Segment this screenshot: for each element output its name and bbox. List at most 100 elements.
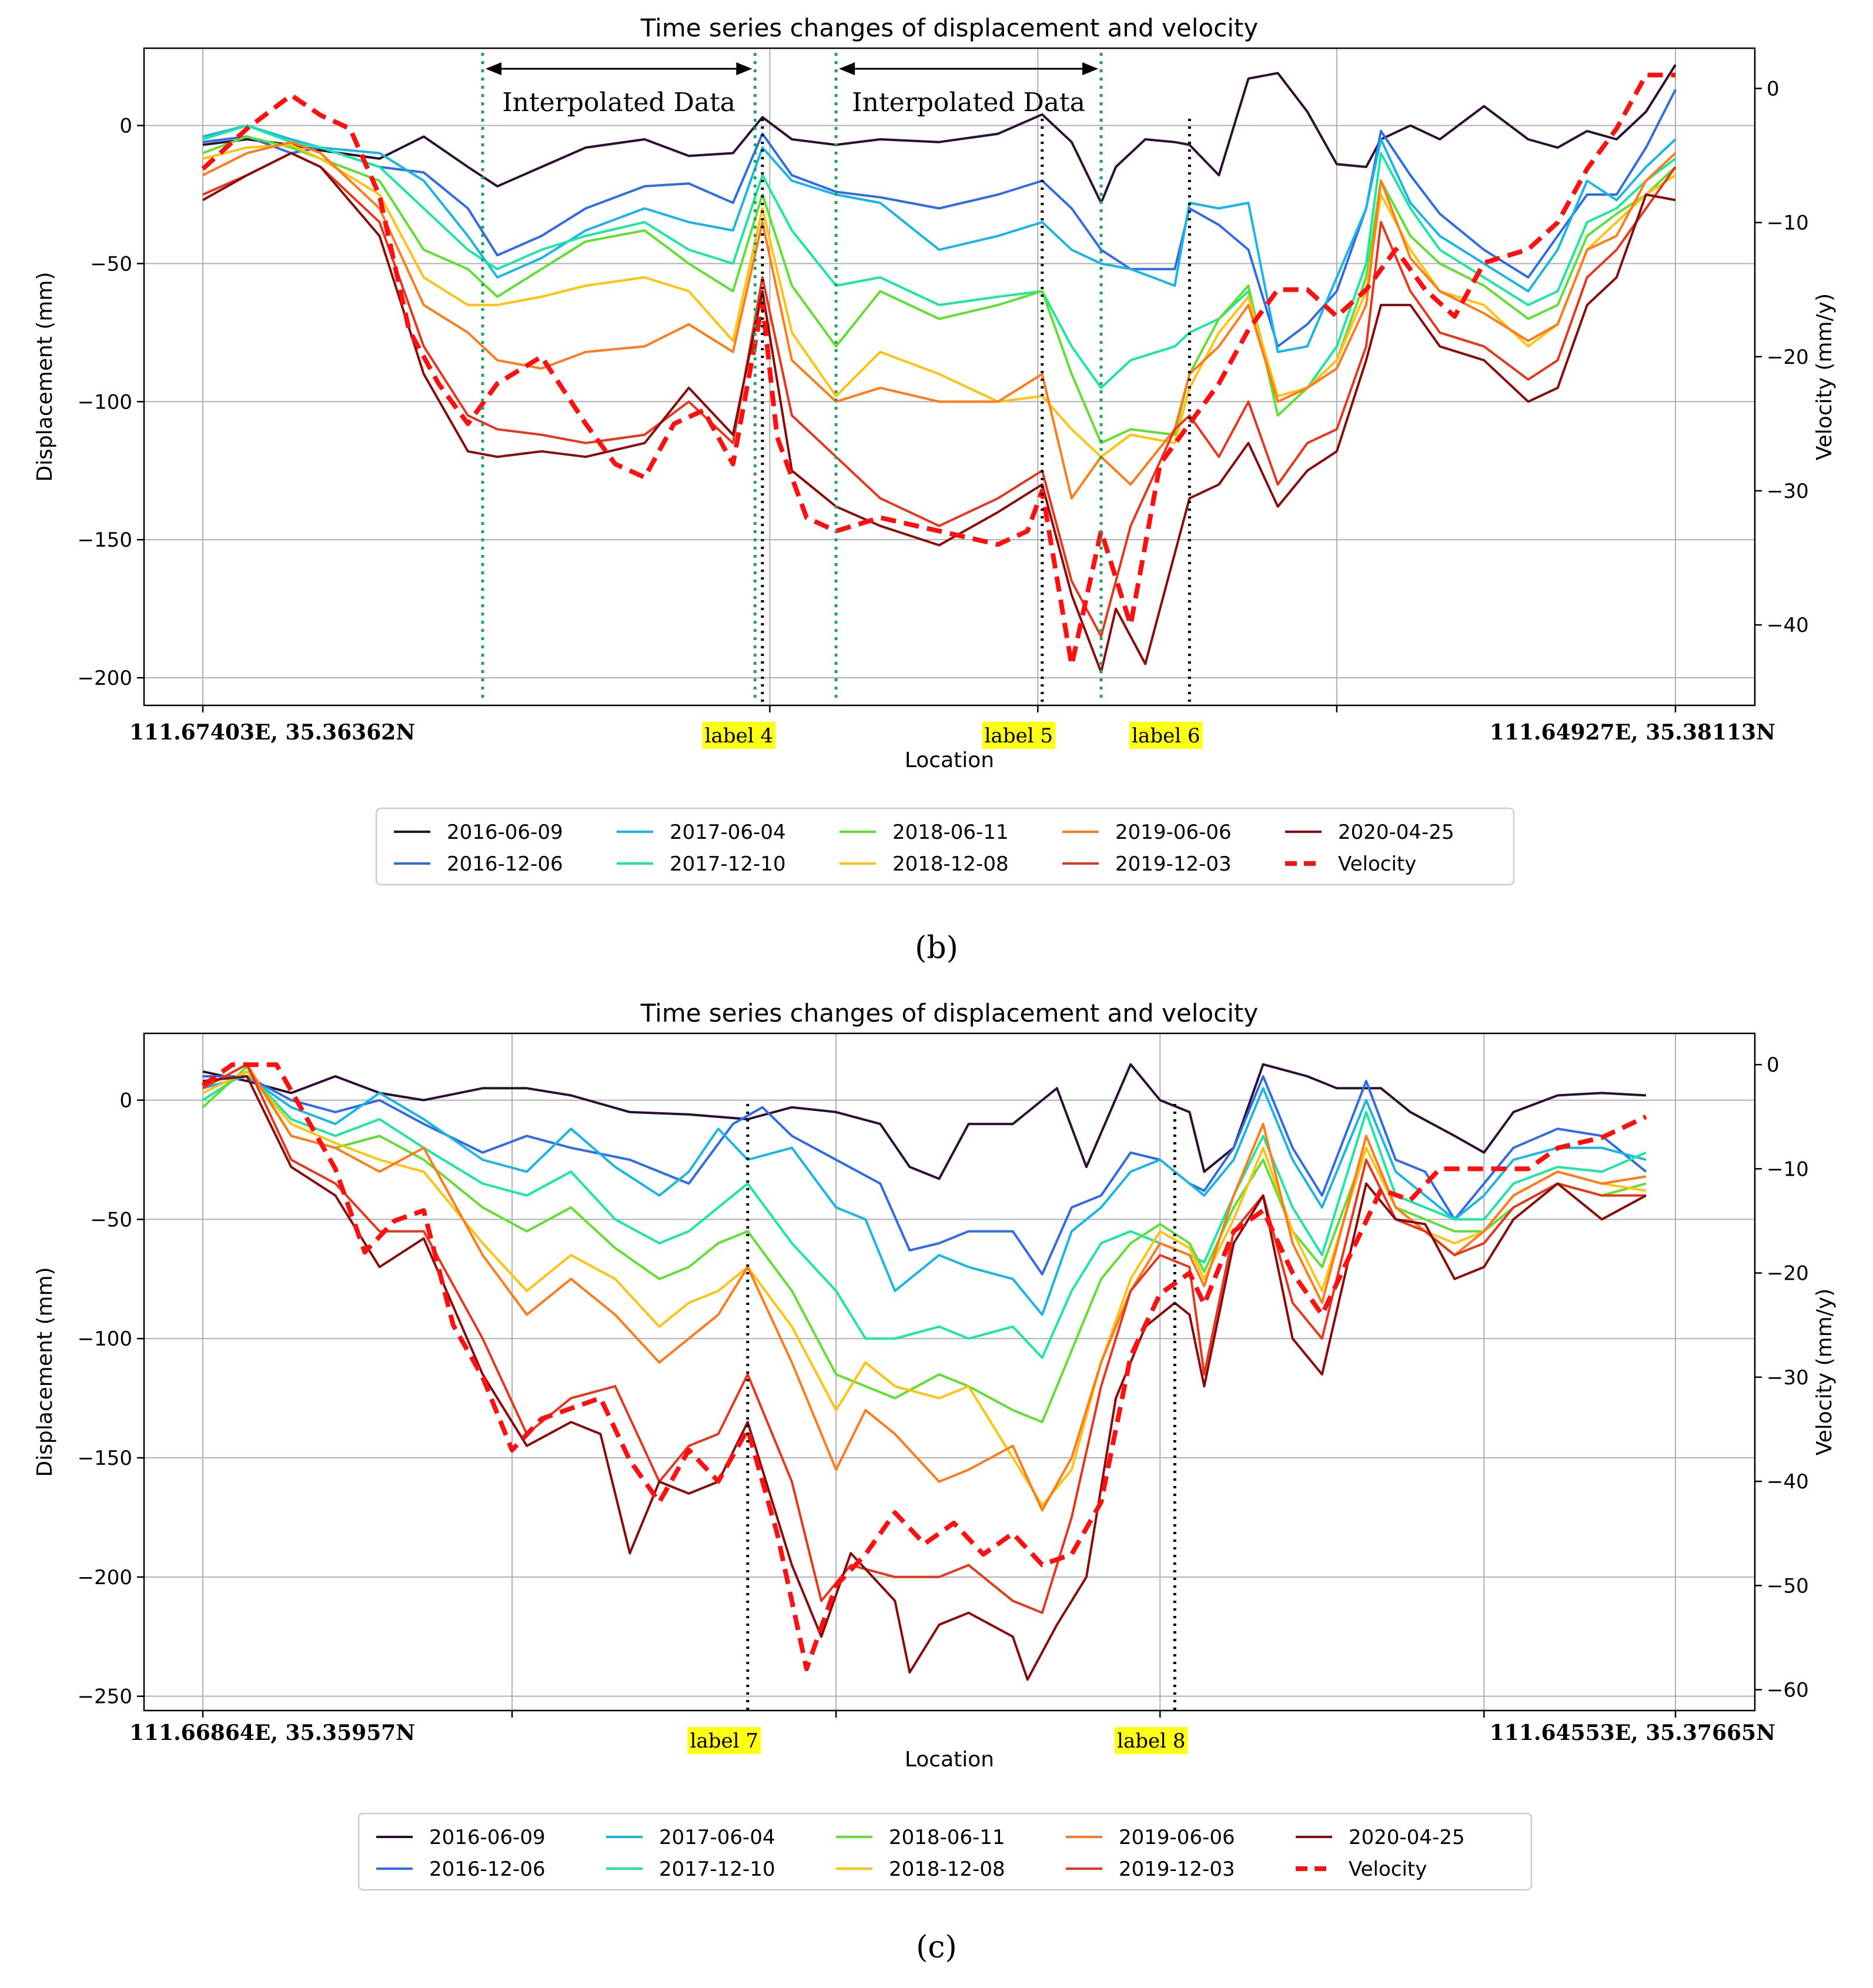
legend-entry-label: 2016-12-06	[429, 1858, 546, 1881]
annotation-marker: label 8	[1114, 1104, 1188, 1754]
legend-entry-label: 2016-06-09	[429, 1826, 546, 1849]
legend-entry-label: 2019-12-03	[1115, 852, 1232, 876]
arrow-head-left-icon	[485, 62, 501, 75]
y-tick-label: −50	[90, 1208, 132, 1231]
annotation-label: label 5	[985, 724, 1053, 748]
y-tick-label: −50	[90, 252, 132, 276]
y2-tick-label: −40	[1767, 614, 1809, 637]
series-line-2018-12-08	[202, 1070, 1647, 1507]
plot-frame	[143, 1032, 1756, 1712]
legend-entry-label: 2019-06-06	[1115, 821, 1232, 844]
series-lines	[201, 64, 1677, 674]
series-line-2018-06-11	[202, 1065, 1647, 1424]
annotation-marker: label 7	[687, 1104, 761, 1754]
x-end-location-label: 111.64927E, 35.38113N	[1490, 720, 1775, 745]
y2-axis-label: Velocity (mm/y)	[1812, 293, 1837, 460]
legend-entry-label: 2019-12-03	[1119, 1858, 1235, 1881]
series-line-2017-12-10	[202, 1070, 1647, 1359]
y-tick-label: −200	[78, 1566, 132, 1589]
y2-tick-label: 0	[1767, 1053, 1780, 1077]
y2-tick-label: 0	[1767, 77, 1780, 101]
legend-entry-label: 2016-06-09	[447, 821, 563, 844]
x-axis-label: Location	[905, 1748, 994, 1772]
annotation-label: label 4	[705, 724, 773, 748]
annotation-marker: label 4	[702, 119, 776, 749]
chart-panel-1: Time series changes of displacement and …	[33, 14, 1837, 966]
interpolated-region: Interpolated Data	[481, 53, 757, 700]
chart-panel-2: Time series changes of displacement and …	[33, 999, 1837, 1965]
y-tick-label: 0	[119, 1089, 132, 1113]
grid	[144, 48, 1755, 705]
arrow-head-right-icon	[1082, 62, 1099, 75]
legend-entry-label: 2018-12-08	[889, 1858, 1005, 1881]
series-line-2019-12-03	[202, 1063, 1646, 1614]
legend-entry-label: 2017-12-10	[670, 852, 786, 876]
y2-tick-label: −40	[1767, 1470, 1809, 1494]
arrow-head-left-icon	[839, 62, 855, 75]
series-line-2016-06-09	[202, 1063, 1647, 1180]
annotation-highlight	[1129, 722, 1203, 749]
series-line-2016-06-09	[202, 64, 1677, 205]
annotation-label: label 7	[690, 1729, 758, 1753]
legend-entry-label: Velocity	[1349, 1858, 1427, 1881]
legend-entry-label: Velocity	[1338, 852, 1416, 876]
series-line-2019-12-03	[202, 152, 1677, 638]
y2-axis-label: Velocity (mm/y)	[1812, 1288, 1837, 1455]
y-tick-label: 0	[119, 115, 132, 138]
panel-label: (b)	[915, 931, 958, 966]
legend-entry-label: 2017-06-04	[659, 1826, 775, 1849]
y2-tick-label: −60	[1767, 1679, 1809, 1702]
series-line-2016-12-06	[202, 89, 1677, 348]
annotation-highlight	[982, 722, 1056, 749]
legend-box	[357, 1812, 1533, 1891]
annotation-marker: label 5	[982, 119, 1056, 749]
y-axis-label: Displacement (mm)	[33, 1267, 57, 1477]
y2-tick-label: −20	[1767, 1262, 1809, 1286]
y2-tick-label: −10	[1767, 212, 1809, 235]
legend-entry-label: 2018-06-11	[889, 1826, 1005, 1849]
legend-entry-label: 2017-12-10	[659, 1858, 775, 1881]
legend-entry-label: 2020-04-25	[1349, 1826, 1465, 1849]
legend: 2016-06-09 2016-12-06 2017-06-04 2017-12-10…	[357, 1812, 1533, 1891]
series-lines	[201, 1062, 1647, 1681]
legend-entry-label: 2018-12-08	[892, 852, 1009, 876]
plot-frame	[143, 47, 1756, 707]
x-axis-label: Location	[905, 748, 994, 772]
grid	[144, 1033, 1755, 1711]
velocity-line	[201, 72, 1675, 668]
annotation-label: label 8	[1117, 1729, 1185, 1753]
chart-title: Time series changes of displacement and …	[640, 14, 1258, 42]
annotation-highlight	[702, 722, 776, 749]
legend-entry-label: 2017-06-04	[670, 821, 786, 844]
legend-entry-label: 2020-04-25	[1338, 821, 1454, 844]
y-tick-label: −100	[78, 1327, 132, 1351]
series-line-2017-12-10	[202, 124, 1677, 403]
legend: 2016-06-09 2016-12-06 2017-06-04 2017-12-10…	[375, 807, 1515, 886]
y-tick-label: −150	[78, 528, 132, 552]
y2-tick-label: −30	[1767, 1366, 1809, 1390]
y2-tick-label: −30	[1767, 480, 1809, 503]
series-line-2018-06-11	[202, 135, 1677, 444]
series-line-2020-04-25	[202, 152, 1676, 674]
x-end-location-label: 111.64553E, 35.37665N	[1490, 1721, 1775, 1745]
x-start-location-label: 111.67403E, 35.36362N	[129, 720, 415, 745]
velocity-line	[201, 1062, 1647, 1672]
series-line-2017-06-04	[202, 1075, 1647, 1316]
panel-label: (c)	[916, 1930, 957, 1965]
legend-entry-label: 2018-06-11	[892, 821, 1009, 844]
y-tick-label: −100	[78, 390, 132, 414]
y2-tick-label: −10	[1767, 1157, 1809, 1181]
interpolated-label: Interpolated Data	[502, 88, 735, 118]
series-line-2018-12-08	[202, 143, 1677, 458]
y-tick-label: −200	[78, 667, 132, 690]
legend-entry-label: 2019-06-06	[1119, 1826, 1235, 1849]
y2-tick-label: −20	[1767, 346, 1809, 369]
y2-tick-label: −50	[1767, 1574, 1809, 1598]
chart-title: Time series changes of displacement and …	[640, 999, 1258, 1028]
y-axis-label: Displacement (mm)	[33, 272, 57, 481]
legend-box	[375, 807, 1515, 886]
interpolated-region: Interpolated Data	[834, 53, 1103, 700]
annotation-label: label 6	[1132, 724, 1200, 748]
x-start-location-label: 111.66864E, 35.35957N	[129, 1721, 415, 1745]
